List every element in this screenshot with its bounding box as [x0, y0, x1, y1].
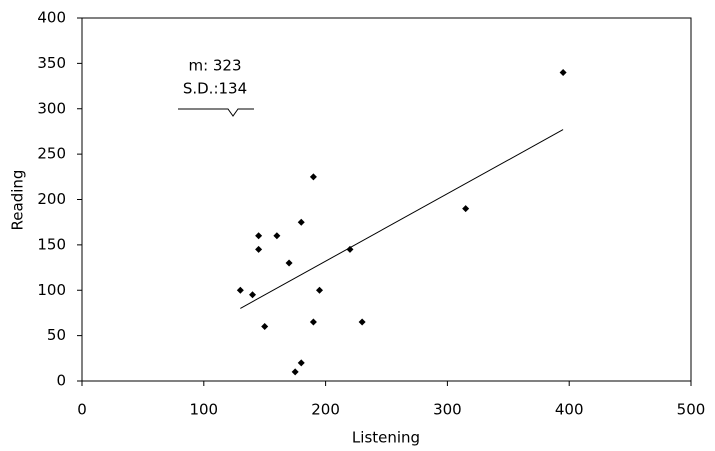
- y-axis-label: Reading: [9, 170, 27, 231]
- point: [297, 218, 305, 226]
- point: [261, 323, 269, 331]
- annotation: m: 323: [188, 57, 241, 75]
- point: [255, 232, 263, 240]
- point: [316, 286, 324, 294]
- point: [297, 359, 305, 367]
- y-tick-label: 150: [37, 235, 66, 253]
- plot-frame: [81, 17, 692, 382]
- x-tick-label: 500: [677, 401, 706, 419]
- point: [249, 291, 257, 299]
- y-tick-label: 350: [37, 54, 66, 72]
- point: [273, 232, 281, 240]
- y-tick-label: 400: [37, 9, 66, 27]
- point: [358, 318, 366, 326]
- annotation: S.D.:134: [183, 80, 247, 98]
- point: [255, 245, 263, 253]
- x-tick-label: 0: [77, 401, 87, 419]
- point: [462, 205, 470, 213]
- x-tick-label: 200: [311, 401, 340, 419]
- point: [285, 259, 293, 267]
- y-tick-label: 50: [47, 326, 66, 344]
- x-axis-label: Listening: [352, 429, 420, 447]
- y-tick-label: 0: [56, 372, 66, 390]
- point: [236, 286, 244, 294]
- x-tick-label: 100: [189, 401, 218, 419]
- x-tick-label: 300: [433, 401, 462, 419]
- y-tick-label: 100: [37, 281, 66, 299]
- point: [291, 368, 299, 376]
- trendline: [240, 129, 564, 309]
- x-tick-label: 400: [555, 401, 584, 419]
- point: [309, 173, 317, 181]
- y-tick-label: 250: [37, 145, 66, 163]
- point: [309, 318, 317, 326]
- y-tick-label: 300: [37, 99, 66, 117]
- point: [346, 245, 354, 253]
- point: [559, 68, 567, 76]
- annotation-bracket: [178, 108, 254, 117]
- y-tick-label: 200: [37, 190, 66, 208]
